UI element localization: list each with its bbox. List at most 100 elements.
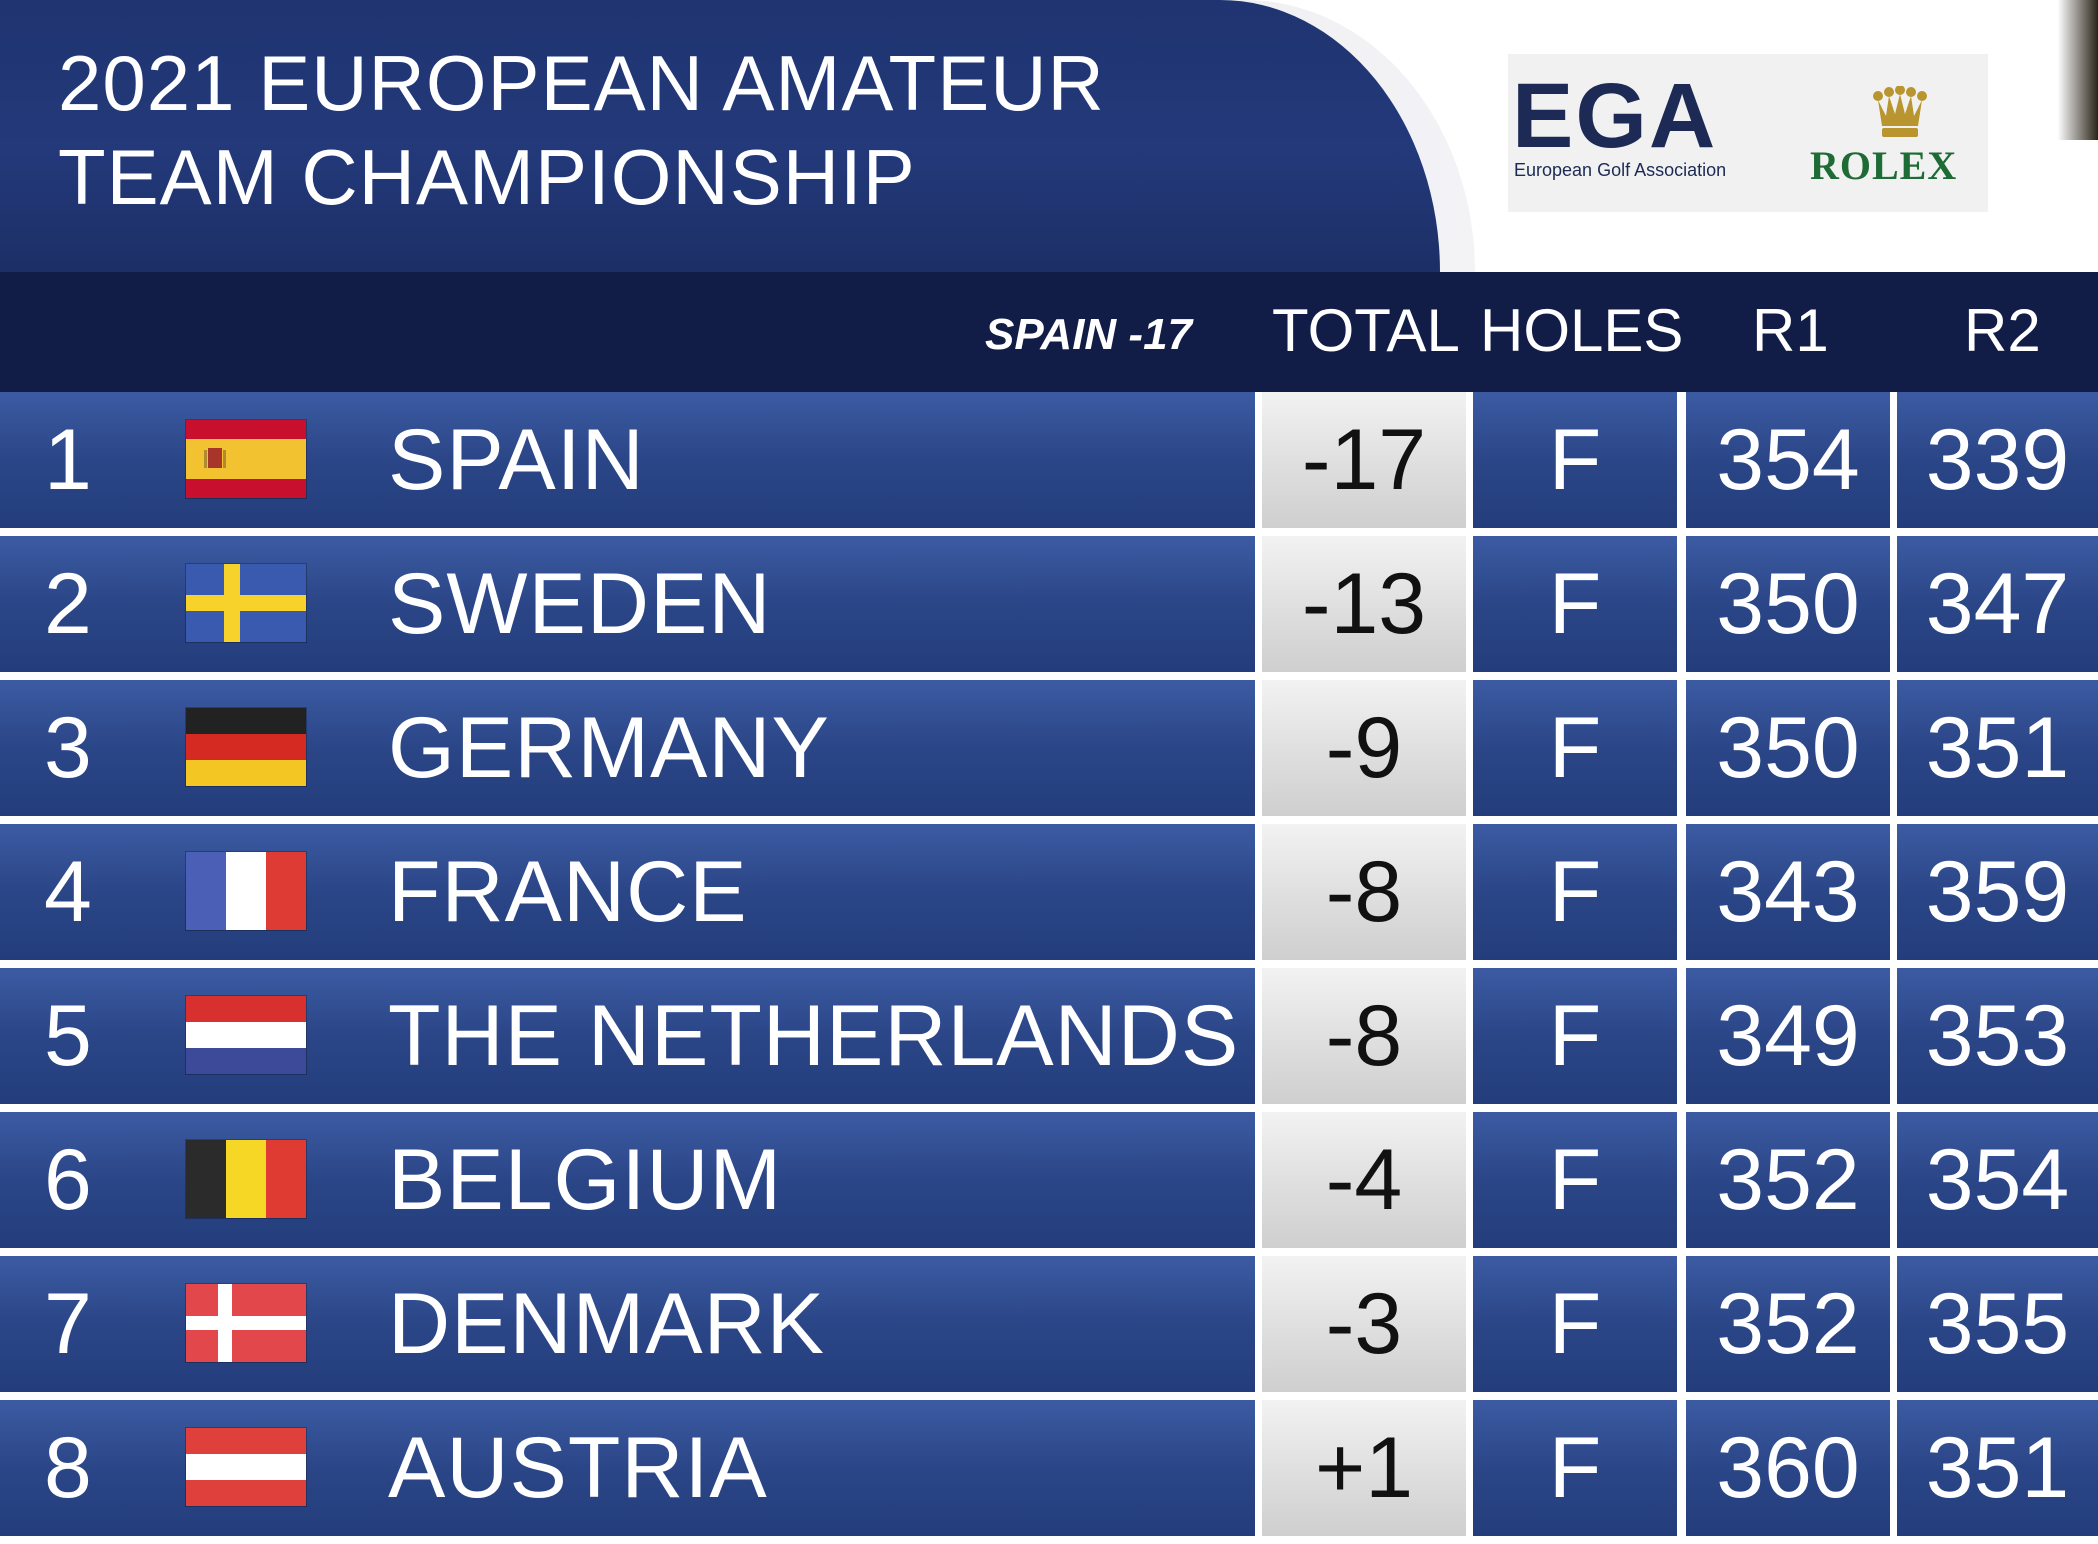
table-row: 1 SPAIN -17 F 354 339 <box>0 392 2098 536</box>
team-cell: 3 GERMANY <box>0 680 1255 816</box>
column-r2: R2 <box>1964 297 2041 364</box>
team-name: FRANCE <box>388 844 748 940</box>
r2-score: 351 <box>1925 1420 2070 1516</box>
holes-cell: F <box>1473 536 1677 672</box>
table-row: 3 GERMANY -9 F 350 351 <box>0 680 2098 824</box>
holes-cell: F <box>1473 1256 1677 1392</box>
r2-score: 347 <box>1925 556 2070 652</box>
r1-score: 354 <box>1716 412 1860 508</box>
spain-flag-icon <box>186 420 306 498</box>
germany-flag-icon <box>186 708 306 786</box>
r1-cell: 350 <box>1686 536 1890 672</box>
team-cell: 1 SPAIN <box>0 392 1255 528</box>
table-row: 4 FRANCE -8 F 343 359 <box>0 824 2098 968</box>
total-cell: -3 <box>1262 1256 1466 1392</box>
r2-cell: 353 <box>1897 968 2098 1104</box>
r1-cell: 352 <box>1686 1256 1890 1392</box>
background-strip <box>2058 0 2098 140</box>
denmark-flag-icon <box>186 1284 306 1362</box>
r2-score: 339 <box>1925 412 2070 508</box>
team-cell: 4 FRANCE <box>0 824 1255 960</box>
holes-value: F <box>1548 988 1602 1084</box>
holes-value: F <box>1548 844 1602 940</box>
page-title: 2021 EUROPEAN AMATEUR TEAM CHAMPIONSHIP <box>58 36 1105 224</box>
france-flag-icon <box>186 852 306 930</box>
r2-cell: 355 <box>1897 1256 2098 1392</box>
total-score: -17 <box>1301 412 1427 508</box>
total-cell: -8 <box>1262 968 1466 1104</box>
team-name: BELGIUM <box>388 1132 783 1228</box>
table-row: 2 SWEDEN -13 F 350 347 <box>0 536 2098 680</box>
r2-score: 355 <box>1925 1276 2070 1372</box>
netherlands-flag-icon <box>186 996 306 1074</box>
r2-cell: 347 <box>1897 536 2098 672</box>
rolex-crown-icon <box>1873 86 1927 137</box>
belgium-flag-icon <box>186 1140 306 1218</box>
holes-value: F <box>1548 1132 1602 1228</box>
position: 1 <box>44 412 92 508</box>
total-cell: +1 <box>1262 1400 1466 1536</box>
table-row: 6 BELGIUM -4 F 352 354 <box>0 1112 2098 1256</box>
r2-score: 359 <box>1925 844 2070 940</box>
team-name: AUSTRIA <box>388 1420 768 1516</box>
position: 4 <box>44 844 92 940</box>
r2-score: 351 <box>1925 700 2070 796</box>
title-line-1: 2021 EUROPEAN AMATEUR <box>58 39 1105 127</box>
team-name: DENMARK <box>388 1276 826 1372</box>
holes-value: F <box>1548 1276 1602 1372</box>
total-score: -13 <box>1301 556 1427 652</box>
r2-cell: 351 <box>1897 1400 2098 1536</box>
total-score: -9 <box>1325 700 1403 796</box>
holes-value: F <box>1548 412 1602 508</box>
r2-cell: 339 <box>1897 392 2098 528</box>
team-name: GERMANY <box>388 700 830 796</box>
total-cell: -13 <box>1262 536 1466 672</box>
total-score: -8 <box>1325 988 1403 1084</box>
team-name: THE NETHERLANDS <box>388 988 1240 1084</box>
holes-cell: F <box>1473 1400 1677 1536</box>
position: 6 <box>44 1132 92 1228</box>
position: 5 <box>44 988 92 1084</box>
leader-label: SPAIN -17 <box>985 310 1193 359</box>
r2-score: 354 <box>1925 1132 2070 1228</box>
holes-cell: F <box>1473 968 1677 1104</box>
r1-score: 349 <box>1716 988 1860 1084</box>
sweden-flag-icon <box>186 564 306 642</box>
r1-cell: 343 <box>1686 824 1890 960</box>
ega-tagline: European Golf Association <box>1514 160 1727 180</box>
r1-score: 352 <box>1716 1276 1860 1372</box>
table-row: 7 DENMARK -3 F 352 355 <box>0 1256 2098 1400</box>
r2-cell: 359 <box>1897 824 2098 960</box>
total-cell: -17 <box>1262 392 1466 528</box>
total-cell: -9 <box>1262 680 1466 816</box>
total-score: -4 <box>1325 1132 1403 1228</box>
table-row: 8 AUSTRIA +1 F 360 351 <box>0 1400 2098 1544</box>
position: 8 <box>44 1420 92 1516</box>
holes-value: F <box>1548 1420 1602 1516</box>
column-header-bar: SPAIN -17 TOTAL HOLES R1 R2 <box>0 272 2098 392</box>
leaderboard: 1 SPAIN -17 F 354 339 2 SWEDEN -13 F 350… <box>0 392 2098 1544</box>
holes-value: F <box>1548 700 1602 796</box>
r1-cell: 349 <box>1686 968 1890 1104</box>
austria-flag-icon <box>186 1428 306 1506</box>
position: 3 <box>44 700 92 796</box>
total-cell: -4 <box>1262 1112 1466 1248</box>
ega-logo: EGA <box>1512 65 1718 167</box>
team-name: SWEDEN <box>388 556 772 652</box>
column-r1: R1 <box>1752 297 1829 364</box>
r1-cell: 352 <box>1686 1112 1890 1248</box>
team-cell: 5 THE NETHERLANDS <box>0 968 1255 1104</box>
team-cell: 2 SWEDEN <box>0 536 1255 672</box>
column-total: TOTAL <box>1272 297 1460 364</box>
holes-cell: F <box>1473 824 1677 960</box>
r1-cell: 354 <box>1686 392 1890 528</box>
r1-cell: 360 <box>1686 1400 1890 1536</box>
r2-cell: 351 <box>1897 680 2098 816</box>
r1-score: 352 <box>1716 1132 1860 1228</box>
team-name: SPAIN <box>388 412 645 508</box>
r1-score: 343 <box>1716 844 1860 940</box>
holes-value: F <box>1548 556 1602 652</box>
total-cell: -8 <box>1262 824 1466 960</box>
team-cell: 7 DENMARK <box>0 1256 1255 1392</box>
position: 7 <box>44 1276 92 1372</box>
